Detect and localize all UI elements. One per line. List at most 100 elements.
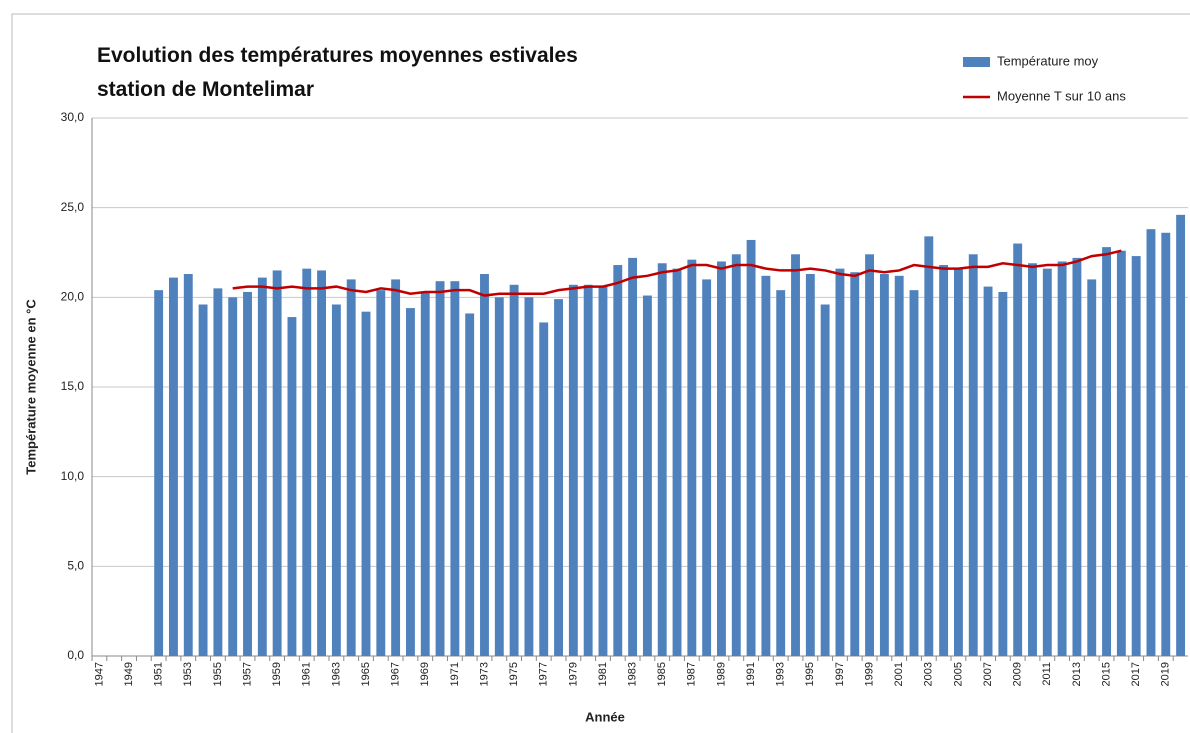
bar: [435, 281, 445, 656]
x-tick-label: 1973: [478, 662, 490, 686]
chart-title: Evolution des températures moyennes esti…: [97, 44, 578, 67]
chart-title: station de Montelimar: [97, 78, 314, 101]
bar: [302, 268, 312, 656]
bar: [628, 257, 638, 656]
bar: [953, 268, 963, 656]
x-tick-label: 2001: [893, 662, 905, 686]
bar: [1131, 256, 1141, 656]
x-tick-label: 1987: [686, 662, 698, 686]
x-tick-label: 1953: [182, 662, 194, 686]
x-tick-label: 1949: [123, 662, 135, 686]
bar: [1057, 261, 1067, 656]
bar: [420, 291, 430, 656]
bar: [791, 254, 800, 656]
bar: [702, 279, 712, 656]
bar: [909, 290, 919, 656]
bar: [642, 295, 652, 656]
x-tick-label: 1981: [597, 662, 609, 686]
y-tick-label: 5,0: [67, 559, 84, 573]
x-tick-label: 1961: [301, 662, 313, 686]
bar: [1176, 214, 1186, 656]
bar: [169, 277, 178, 656]
bar: [1087, 279, 1097, 656]
x-tick-label: 1991: [745, 662, 757, 686]
x-tick-label: 1969: [419, 662, 431, 686]
bar: [568, 284, 578, 656]
bar: [672, 268, 682, 656]
x-tick-label: 1995: [804, 662, 816, 686]
x-tick-label: 2015: [1100, 662, 1112, 686]
bar: [450, 281, 460, 656]
bar: [272, 270, 282, 656]
bar: [243, 291, 252, 656]
bar: [983, 286, 993, 656]
x-axis-title: Année: [585, 709, 625, 724]
bar: [924, 236, 934, 657]
y-tick-label: 10,0: [61, 469, 85, 483]
bar: [746, 239, 756, 657]
x-tick-label: 1983: [627, 662, 639, 686]
bar: [317, 270, 327, 656]
bar: [480, 274, 489, 656]
x-tick-label: 1985: [656, 662, 668, 686]
bar: [968, 254, 978, 656]
bar: [865, 254, 875, 656]
bar: [598, 286, 608, 656]
bar: [1102, 247, 1111, 656]
x-tick-label: 1963: [330, 662, 342, 686]
bar: [776, 290, 786, 656]
y-tick-label: 15,0: [61, 379, 85, 393]
y-axis-title: Température moyenne en °C: [23, 299, 38, 475]
bar: [939, 265, 949, 656]
bar: [1042, 268, 1052, 656]
x-tick-label: 2005: [952, 662, 964, 686]
x-tick-label: 1993: [775, 662, 787, 686]
bar: [524, 297, 534, 656]
y-tick-label: 30,0: [61, 110, 85, 124]
bar: [583, 284, 593, 656]
x-tick-label: 1959: [271, 662, 283, 686]
bar: [731, 254, 741, 656]
bar: [1028, 263, 1037, 656]
bar: [376, 290, 386, 656]
bar: [257, 277, 267, 656]
bar: [213, 288, 223, 656]
bar: [1146, 229, 1156, 657]
x-tick-label: 1971: [449, 662, 461, 686]
bar: [405, 308, 415, 656]
bar: [154, 290, 164, 656]
x-tick-label: 1979: [567, 662, 579, 686]
bar: [465, 313, 475, 656]
bar: [717, 261, 726, 656]
x-tick-label: 1955: [212, 662, 224, 686]
legend-label: Moyenne T sur 10 ans: [997, 88, 1126, 103]
x-tick-label: 2011: [1041, 662, 1053, 686]
bar: [805, 274, 815, 656]
legend-swatch: [963, 57, 990, 67]
bar: [183, 274, 193, 656]
y-tick-label: 20,0: [61, 290, 85, 304]
x-tick-label: 1999: [863, 662, 875, 686]
bar: [391, 279, 401, 656]
bar: [998, 291, 1008, 656]
bar: [835, 268, 845, 656]
x-tick-label: 1957: [241, 662, 253, 686]
bar: [657, 263, 667, 656]
frame: [11, 13, 1190, 733]
x-tick-label: 1989: [715, 662, 727, 686]
bar: [761, 275, 771, 656]
bar: [1161, 232, 1171, 657]
bar: [613, 265, 623, 656]
x-tick-label: 1947: [93, 662, 105, 686]
bar: [287, 317, 297, 656]
bar: [687, 259, 697, 656]
bar: [346, 279, 356, 656]
legend-label: Température moy: [997, 53, 1099, 68]
bar: [539, 322, 549, 656]
x-tick-label: 2003: [923, 662, 935, 686]
y-tick-label: 0,0: [67, 648, 84, 662]
x-tick-label: 1967: [390, 662, 402, 686]
x-tick-label: 1951: [153, 662, 165, 686]
x-tick-label: 1965: [360, 662, 372, 686]
